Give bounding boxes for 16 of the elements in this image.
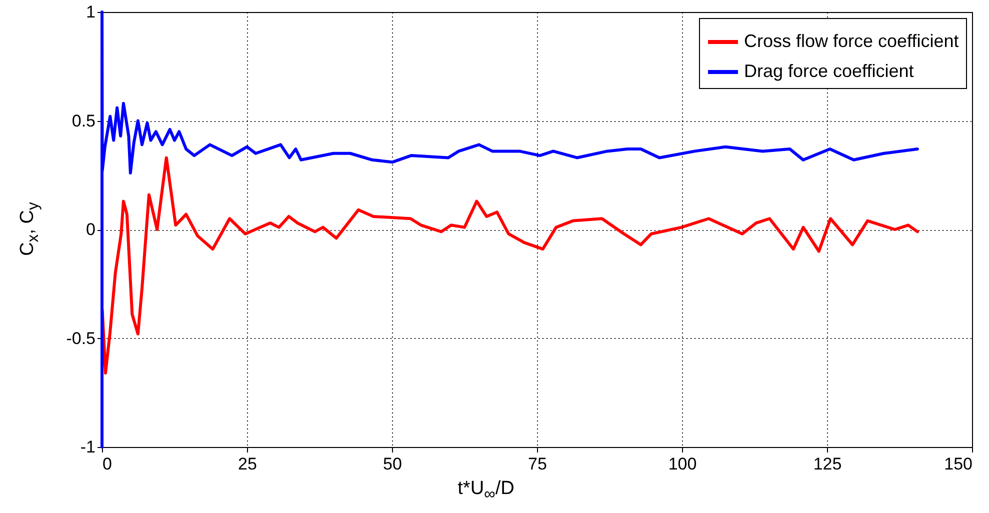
y-tick-label: 0.5	[72, 111, 96, 130]
y-tick-label: -1	[80, 438, 96, 456]
y-tick-label: 1	[86, 2, 96, 22]
x-tick-label: 100	[668, 454, 697, 474]
x-tick-label: 150	[944, 454, 972, 474]
y-tick-label: -0.5	[66, 328, 96, 348]
x-tick-label: 0	[102, 454, 112, 474]
x-tick-label: 75	[528, 454, 547, 474]
x-tick-label: 125	[813, 454, 842, 474]
x-tick-label: 50	[383, 454, 402, 474]
y-tick-label: 0	[86, 220, 96, 239]
legend-label: Cross flow force coefficient	[744, 31, 959, 51]
line-series	[100, 156, 919, 375]
legend-label: Drag force coefficient	[744, 61, 914, 81]
x-tick-label: 25	[238, 454, 257, 474]
x-axis-title: t*U$_{∞}$/D	[458, 478, 514, 504]
